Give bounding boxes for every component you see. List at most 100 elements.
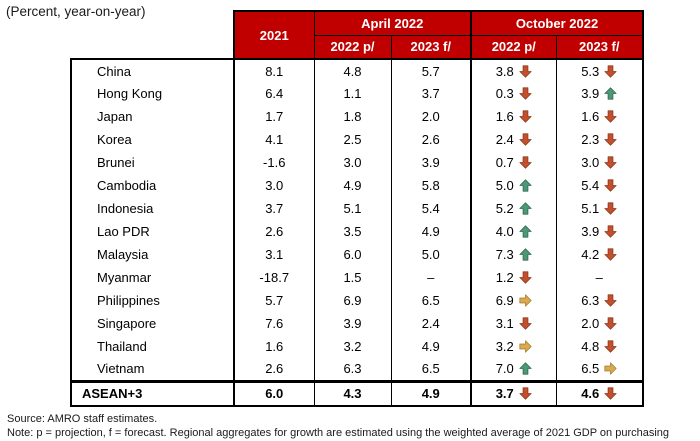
- forecast-value: 1.2: [495, 270, 514, 285]
- value-april-2023f-cell: 2.6: [390, 128, 471, 151]
- table-header: 2021 April 2022 October 2022 2022 p/ 202…: [71, 10, 644, 60]
- value-october-2023f-cell: 3.9: [555, 82, 644, 105]
- value-october-2023f-cell: 2.3: [555, 128, 644, 151]
- table-row: Korea 4.1 2.5 2.6 2.4 2.3: [70, 128, 644, 151]
- forecast-value: 7.0: [495, 361, 514, 377]
- value-2021-cell: 3.1: [233, 243, 314, 266]
- value-october-2022p-cell: 3.2: [470, 335, 556, 358]
- value-april-2023f-cell: –: [390, 266, 471, 289]
- value-with-trend: 5.2: [472, 201, 556, 216]
- total-row: ASEAN+3 6.0 4.3 4.9 3.7 4.6: [70, 379, 644, 407]
- forecast-value: 3.1: [495, 316, 514, 331]
- trend-up-arrow-icon: [604, 87, 617, 100]
- trend-down-arrow-icon: [519, 64, 532, 78]
- trend-down-arrow-icon: [604, 64, 617, 78]
- forecast-value: 3.9: [581, 86, 600, 101]
- trend-down-arrow-icon: [604, 317, 617, 330]
- country-cell: Hong Kong: [70, 82, 234, 105]
- value-with-trend: 4.0: [472, 224, 556, 239]
- table-row: Japan 1.7 1.8 2.0 1.6 1.6: [70, 105, 644, 128]
- value-april-2023f-cell: 6.5: [390, 358, 471, 381]
- table-body: China 8.1 4.8 5.7 3.8 5.3 Hong Kong 6.4 …: [70, 59, 644, 407]
- value-october-2022p-cell: 0.7: [470, 151, 556, 174]
- value-with-trend: 0.7: [472, 155, 556, 170]
- country-cell: China: [70, 59, 234, 82]
- value-october-2022p-cell: 1.2: [470, 266, 556, 289]
- value-october-2022p-cell: 7.0: [470, 358, 556, 381]
- trend-up-arrow-icon: [519, 362, 532, 375]
- header-april-2022p: 2022 p/: [313, 34, 392, 60]
- value-october-2022p-cell: 7.3: [470, 243, 556, 266]
- country-cell: Japan: [70, 105, 234, 128]
- value-2021-cell: 5.7: [233, 289, 314, 312]
- header-october-2023f: 2023 f/: [555, 34, 644, 60]
- value-april-2022p-cell: 3.2: [313, 335, 391, 358]
- value-april-2022p-cell: 1.8: [313, 105, 391, 128]
- country-cell: Indonesia: [70, 197, 234, 220]
- value-april-2022p-cell: 4.3: [313, 379, 391, 407]
- value-april-2022p-cell: 6.3: [313, 358, 391, 381]
- value-april-2023f-cell: 5.8: [390, 174, 471, 197]
- table-row: Lao PDR 2.6 3.5 4.9 4.0 3.9: [70, 220, 644, 243]
- trend-up-arrow-icon: [519, 225, 532, 238]
- trend-down-arrow-icon: [519, 110, 532, 123]
- value-2021-cell: 1.6: [233, 335, 314, 358]
- forecast-value: 3.8: [495, 63, 514, 79]
- table-row: Indonesia 3.7 5.1 5.4 5.2 5.1: [70, 197, 644, 220]
- value-2021-cell: 2.6: [233, 358, 314, 381]
- trend-down-arrow-icon: [604, 387, 617, 400]
- value-2021-cell: 1.7: [233, 105, 314, 128]
- source-note: Source: AMRO staff estimates.: [7, 413, 158, 425]
- value-april-2023f-cell: 3.9: [390, 151, 471, 174]
- value-october-2023f-cell: 4.6: [555, 379, 644, 407]
- value-april-2023f-cell: 2.4: [390, 312, 471, 335]
- value-april-2022p-cell: 3.9: [313, 312, 391, 335]
- trend-up-arrow-icon: [519, 248, 532, 261]
- value-april-2023f-cell: 4.9: [390, 220, 471, 243]
- trend-down-arrow-icon: [519, 156, 532, 169]
- value-with-trend: 3.7: [472, 386, 556, 401]
- value-october-2022p-cell: 3.1: [470, 312, 556, 335]
- table-row: Malaysia 3.1 6.0 5.0 7.3 4.2: [70, 243, 644, 266]
- forecast-value: 1.6: [495, 109, 514, 124]
- value-with-trend: 5.3: [557, 64, 643, 79]
- forecast-value: 4.8: [581, 339, 600, 354]
- value-2021-cell: -18.7: [233, 266, 314, 289]
- trend-right-arrow-icon: [519, 340, 532, 353]
- forecast-value: 3.2: [495, 339, 514, 354]
- value-april-2022p-cell: 1.1: [313, 82, 391, 105]
- value-october-2023f-cell: 6.3: [555, 289, 644, 312]
- data-table: 2021 April 2022 October 2022 2022 p/ 202…: [70, 10, 644, 407]
- value-october-2022p-cell: 5.2: [470, 197, 556, 220]
- value-2021-cell: 8.1: [233, 59, 314, 82]
- table-row: China 8.1 4.8 5.7 3.8 5.3: [70, 59, 644, 82]
- value-october-2023f-cell: 4.8: [555, 335, 644, 358]
- value-april-2022p-cell: 6.9: [313, 289, 391, 312]
- value-2021-cell: 2.6: [233, 220, 314, 243]
- value-october-2022p-cell: 6.9: [470, 289, 556, 312]
- value-april-2022p-cell: 4.8: [313, 59, 391, 82]
- forecast-value: 5.3: [581, 63, 600, 79]
- value-october-2023f-cell: 5.4: [555, 174, 644, 197]
- header-2021: 2021: [233, 10, 315, 60]
- forecast-value: 6.3: [581, 293, 600, 308]
- value-april-2023f-cell: 4.9: [390, 335, 471, 358]
- value-april-2022p-cell: 5.1: [313, 197, 391, 220]
- value-april-2023f-cell: 4.9: [390, 379, 471, 407]
- forecast-value: 2.3: [581, 132, 600, 147]
- value-with-trend: 7.3: [472, 247, 556, 262]
- value-with-trend: 4.2: [557, 247, 643, 262]
- trend-down-arrow-icon: [604, 248, 617, 261]
- value-april-2023f-cell: 5.4: [390, 197, 471, 220]
- trend-up-arrow-icon: [519, 179, 532, 192]
- value-2021-cell: 6.0: [233, 379, 314, 407]
- forecast-value: 2.4: [495, 132, 514, 147]
- value-october-2023f-cell: 1.6: [555, 105, 644, 128]
- value-october-2023f-cell: 3.9: [555, 220, 644, 243]
- value-october-2023f-cell: 5.3: [555, 59, 644, 82]
- value-with-trend: 3.9: [557, 86, 643, 101]
- growth-forecast-table: 2021 April 2022 October 2022 2022 p/ 202…: [70, 10, 644, 407]
- value-with-trend: 6.3: [557, 293, 643, 308]
- value-october-2023f-cell: 4.2: [555, 243, 644, 266]
